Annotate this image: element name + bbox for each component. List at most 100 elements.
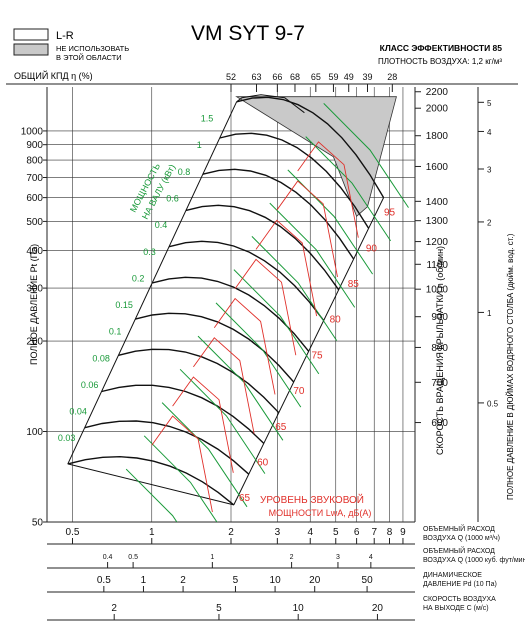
x-axis-tick-label: 2: [111, 603, 117, 614]
x-axis-tick-label: 50: [362, 575, 374, 586]
speed-tick-label: 1300: [426, 216, 449, 227]
power-curve: [215, 302, 302, 408]
x-axis-tick-label: 2: [290, 554, 294, 561]
pressure-tick-label: 800: [26, 156, 43, 167]
power-curve: [179, 368, 266, 474]
fan-speed-curve: [219, 132, 370, 229]
sound-curve: [193, 337, 255, 434]
shaft-power-value: 0.03: [58, 433, 76, 443]
efficiency-tick-label: 39: [362, 72, 372, 82]
shaft-power-value: 0.2: [132, 273, 145, 283]
x-axis-tick-label: 8: [387, 527, 393, 538]
power-curve: [233, 269, 320, 375]
inch-tick-label: 5: [487, 99, 492, 108]
inch-axis-label: ПОЛНОЕ ДАВЛЕНИЕ В ДЮЙМАХ ВОДЯНОГО СТОЛБА…: [506, 233, 515, 500]
pressure-tick-label: 700: [26, 173, 43, 184]
x-axis-tick-label: 0.5: [66, 527, 80, 538]
power-curve: [251, 236, 338, 341]
pressure-tick-label: 200: [26, 337, 43, 348]
fan-speed-curve: [152, 276, 310, 352]
x-axis-tick-label: 1: [210, 554, 214, 561]
inch-tick-label: 3: [487, 166, 492, 175]
pressure-tick-label: 600: [26, 193, 43, 204]
speed-tick-label: 700: [431, 378, 448, 389]
x-axis-tick-label: 0.5: [97, 575, 111, 586]
power-curve: [323, 103, 409, 208]
x-axis-tick-label: 10: [270, 575, 282, 586]
sound-curve: [255, 219, 318, 317]
sound-value: 60: [257, 458, 269, 469]
shaft-power-value: 0.04: [69, 407, 87, 417]
fan-speed-curve: [185, 204, 340, 291]
power-curve: [143, 435, 218, 522]
power-curve: [125, 468, 178, 522]
fan-speed-curve: [202, 168, 355, 260]
x-axis-tick-label: 3: [275, 527, 281, 538]
fan-speed-curve: [236, 96, 385, 198]
speed-tick-label: 1200: [426, 237, 449, 248]
x-axis-label-2: ВОЗДУХА Q (1000 куб. фут/мин): [423, 556, 525, 564]
pressure-tick-label: 500: [26, 217, 43, 228]
x-axis-tick-label: 9: [400, 527, 406, 538]
sound-value: 90: [366, 243, 378, 254]
chart-title: VM SYT 9-7: [191, 22, 305, 45]
efficiency-tick-label: 63: [252, 72, 262, 82]
fan-speed-curve: [67, 455, 235, 506]
pressure-axis-label: ПОЛНОЕ ДАВЛЕНИЕ Pt (Па): [29, 244, 39, 365]
fan-speed-curve: [135, 312, 295, 383]
speed-tick-label: 1800: [426, 131, 449, 142]
pressure-tick-label: 400: [26, 246, 43, 257]
x-axis-tick-label: 4: [307, 527, 313, 538]
x-axis-label-2: НА ВЫХОДЕ C (м/с): [423, 605, 489, 612]
x-axis-tick-label: 1: [149, 527, 155, 538]
efficiency-tick-label: 59: [328, 72, 338, 82]
shaft-power-value: 0.1: [109, 327, 122, 337]
shaft-power-value: 0.6: [166, 194, 179, 204]
sound-curve: [234, 258, 297, 356]
fan-speed-curve: [101, 384, 265, 444]
pressure-tick-label: 100: [26, 427, 43, 438]
x-axis-label-1: СКОРОСТЬ ВОЗДУХА: [423, 596, 496, 603]
legend-restricted-label-2: В ЭТОЙ ОБЛАСТИ: [56, 53, 122, 62]
x-axis-tick-label: 7: [371, 527, 377, 538]
air-density: ПЛОТНОСТЬ ВОЗДУХА: 1,2 кг/м³: [378, 57, 502, 66]
sound-label-1: УРОВЕНЬ ЗВУКОВОЙ: [260, 493, 364, 506]
sound-value: 65: [275, 422, 287, 433]
inch-tick-label: 4: [487, 128, 492, 137]
pressure-tick-label: 900: [26, 140, 43, 151]
power-curve: [269, 202, 356, 308]
speed-tick-label: 900: [431, 312, 448, 323]
x-axis-tick-label: 5: [216, 603, 222, 614]
speed-tick-label: 2200: [426, 87, 449, 98]
shaft-power-value: 1: [197, 140, 202, 150]
shaft-power-value: 0.06: [81, 380, 99, 390]
sound-value: 80: [330, 315, 342, 326]
x-axis-tick-label: 5: [333, 527, 339, 538]
sound-value: 75: [311, 350, 323, 361]
x-axis-tick-label: 1: [141, 575, 147, 586]
x-axis-tick-label: 2: [180, 575, 186, 586]
sound-curve: [151, 415, 213, 513]
efficiency-tick-label: 49: [344, 72, 354, 82]
x-axis-tick-label: 0.5: [128, 554, 138, 561]
speed-tick-label: 600: [431, 418, 448, 429]
speed-tick-label: 1000: [426, 285, 449, 296]
speed-axis-label: СКОРОСТЬ ВРАЩЕНИЯ КРЫЛЬЧАТКИ n (об/мин): [435, 246, 445, 455]
x-axis-tick-label: 4: [369, 554, 373, 561]
efficiency-tick-label: 68: [290, 72, 300, 82]
efficiency-tick-label: 66: [272, 72, 282, 82]
fan-speed-curve: [84, 420, 250, 475]
x-axis-tick-label: 2: [228, 527, 234, 538]
fan-speed-curve: [118, 348, 280, 414]
efficiency-tick-label: 52: [226, 72, 236, 82]
speed-tick-label: 1400: [426, 197, 449, 208]
sound-label-2: МОЩНОСТИ LwA, дБ(A): [269, 508, 372, 518]
x-axis-tick-label: 6: [354, 527, 360, 538]
efficiency-tick-label: 28: [387, 72, 397, 82]
x-axis-label-2: ДАВЛЕНИЕ Pd (10 Па): [423, 581, 497, 588]
legend-lr-label: L-R: [56, 30, 74, 42]
fan-speed-curve: [168, 240, 325, 321]
shaft-power-value: 1.5: [201, 114, 214, 124]
speed-tick-label: 800: [431, 343, 448, 354]
